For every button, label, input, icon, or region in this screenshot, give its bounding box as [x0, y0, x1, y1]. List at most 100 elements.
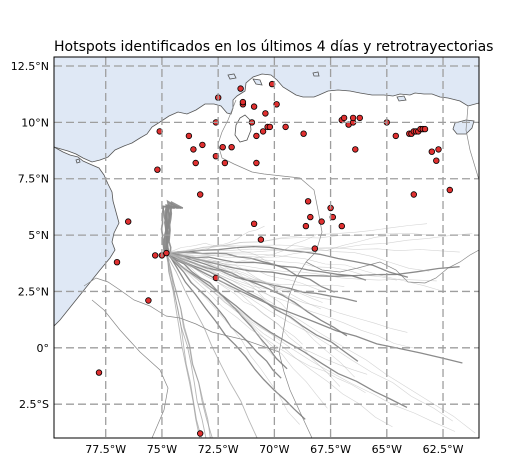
hotspot-marker: [433, 157, 440, 164]
hotspot-marker: [428, 148, 435, 155]
hotspot-marker: [192, 159, 199, 167]
hotspot-marker: [410, 191, 417, 198]
hotspot-markers: [95, 80, 453, 437]
hotspot-marker: [228, 143, 235, 151]
hotspot-marker: [262, 110, 269, 117]
lon-tick-label: 62.5°W: [423, 443, 464, 456]
hotspot-marker: [239, 98, 247, 106]
hotspot-marker: [154, 166, 161, 173]
lat-tick-label: 12.5°N: [11, 60, 49, 73]
trajectory-line: [166, 252, 453, 422]
trajectory-line: [168, 201, 184, 254]
trajectory-line: [165, 252, 258, 438]
longitude-tick-labels: 77.5°W 75°W 72.5°W 70°W 67.5°W 65°W 62.5°W: [85, 443, 463, 456]
hotspot-marker: [185, 132, 193, 140]
border-ecuador-peru: [91, 299, 169, 438]
hotspot-marker: [237, 85, 244, 92]
hotspot-marker: [257, 236, 265, 243]
lat-tick-label: 7.5°N: [18, 173, 49, 186]
trajectory-line: [165, 233, 434, 254]
trajectory-line: [166, 253, 201, 438]
hotspot-marker: [190, 146, 197, 153]
hotspot-marker: [338, 222, 345, 230]
trajectory-line: [166, 253, 282, 379]
trajectory-line: [166, 251, 367, 281]
lon-tick-label: 75°W: [147, 443, 177, 456]
lat-tick-label: 2.5°N: [18, 285, 49, 298]
trajectory-line: [166, 251, 348, 337]
trajectory-line: [165, 251, 414, 349]
border-brazil-peru: [278, 351, 313, 438]
aruba-island: [227, 73, 237, 80]
trajectory-line: [167, 253, 328, 409]
trajectory-line: [166, 252, 456, 432]
hotspot-marker: [199, 141, 206, 149]
hotspot-marker: [259, 128, 267, 135]
hotspot-marker: [95, 369, 103, 376]
hotspot-marker: [273, 101, 280, 108]
trajectory-line: [165, 252, 334, 301]
hotspot-marker: [124, 218, 132, 225]
trajectory-line: [166, 235, 316, 264]
hotspot-marker: [253, 159, 260, 167]
trajectory-line: [166, 253, 202, 438]
lon-tick-label: 70°W: [259, 443, 289, 456]
trajectory-line: [165, 252, 275, 358]
small-island: [312, 71, 320, 77]
curacao-island: [252, 78, 263, 86]
lat-tick-label: 5°N: [28, 229, 49, 242]
trajectory-line: [165, 252, 300, 425]
hotspot-marker: [196, 430, 204, 437]
gorgona-island: [75, 158, 81, 164]
trajectory-line: [165, 252, 444, 292]
trajectory-line: [166, 252, 397, 281]
hotspot-marker: [250, 220, 258, 227]
lon-tick-label: 67.5°W: [310, 443, 351, 456]
lat-tick-label: 10°N: [21, 116, 49, 129]
hotspot-marker: [307, 213, 314, 221]
pacific-coast-land: [54, 146, 120, 327]
hotspot-marker: [282, 123, 289, 131]
hotspot-marker: [356, 114, 363, 122]
lat-tick-label: 0°: [37, 342, 50, 355]
caribbean-coast-land: [54, 57, 479, 163]
hotspot-marker: [145, 297, 152, 304]
map-frame: [53, 56, 480, 439]
trajectory-line: [165, 242, 275, 266]
trajectory-line: [166, 253, 322, 310]
grid-lines: [54, 57, 479, 438]
lon-tick-label: 77.5°W: [85, 443, 126, 456]
hotspot-marker: [318, 218, 325, 225]
trajectory-line: [165, 202, 182, 249]
lon-tick-label: 72.5°W: [198, 443, 239, 456]
hotspot-marker: [266, 123, 274, 131]
trajectory-line: [167, 251, 366, 393]
margarita-island: [396, 95, 407, 102]
hotspot-marker: [196, 191, 204, 198]
trajectory-line: [167, 223, 428, 253]
trajectory-line: [165, 253, 368, 375]
hotspot-marker: [446, 186, 453, 194]
hotspot-marker: [421, 125, 429, 133]
hotspot-marker: [221, 159, 229, 167]
trajectory-line: [167, 252, 408, 333]
trajectory-line: [167, 252, 306, 420]
border-colombia-ecuador: [83, 277, 167, 317]
hotspot-marker: [311, 245, 318, 252]
hotspot-marker: [435, 146, 442, 153]
hotspot-marker: [340, 114, 348, 122]
hotspot-marker: [219, 143, 226, 151]
hotspot-marker: [349, 114, 357, 122]
hotspot-marker: [304, 198, 312, 205]
trajectory-line: [165, 252, 359, 362]
hotspot-marker: [151, 252, 159, 259]
trajectory-line: [166, 252, 211, 438]
hotspot-marker: [250, 103, 258, 110]
hotspot-marker: [113, 259, 121, 266]
hotspot-marker: [302, 222, 310, 230]
trajectory-line: [165, 254, 393, 428]
lon-tick-label: 65°W: [372, 443, 402, 456]
trinidad-island: [452, 119, 475, 135]
trajectory-line: [166, 253, 207, 438]
